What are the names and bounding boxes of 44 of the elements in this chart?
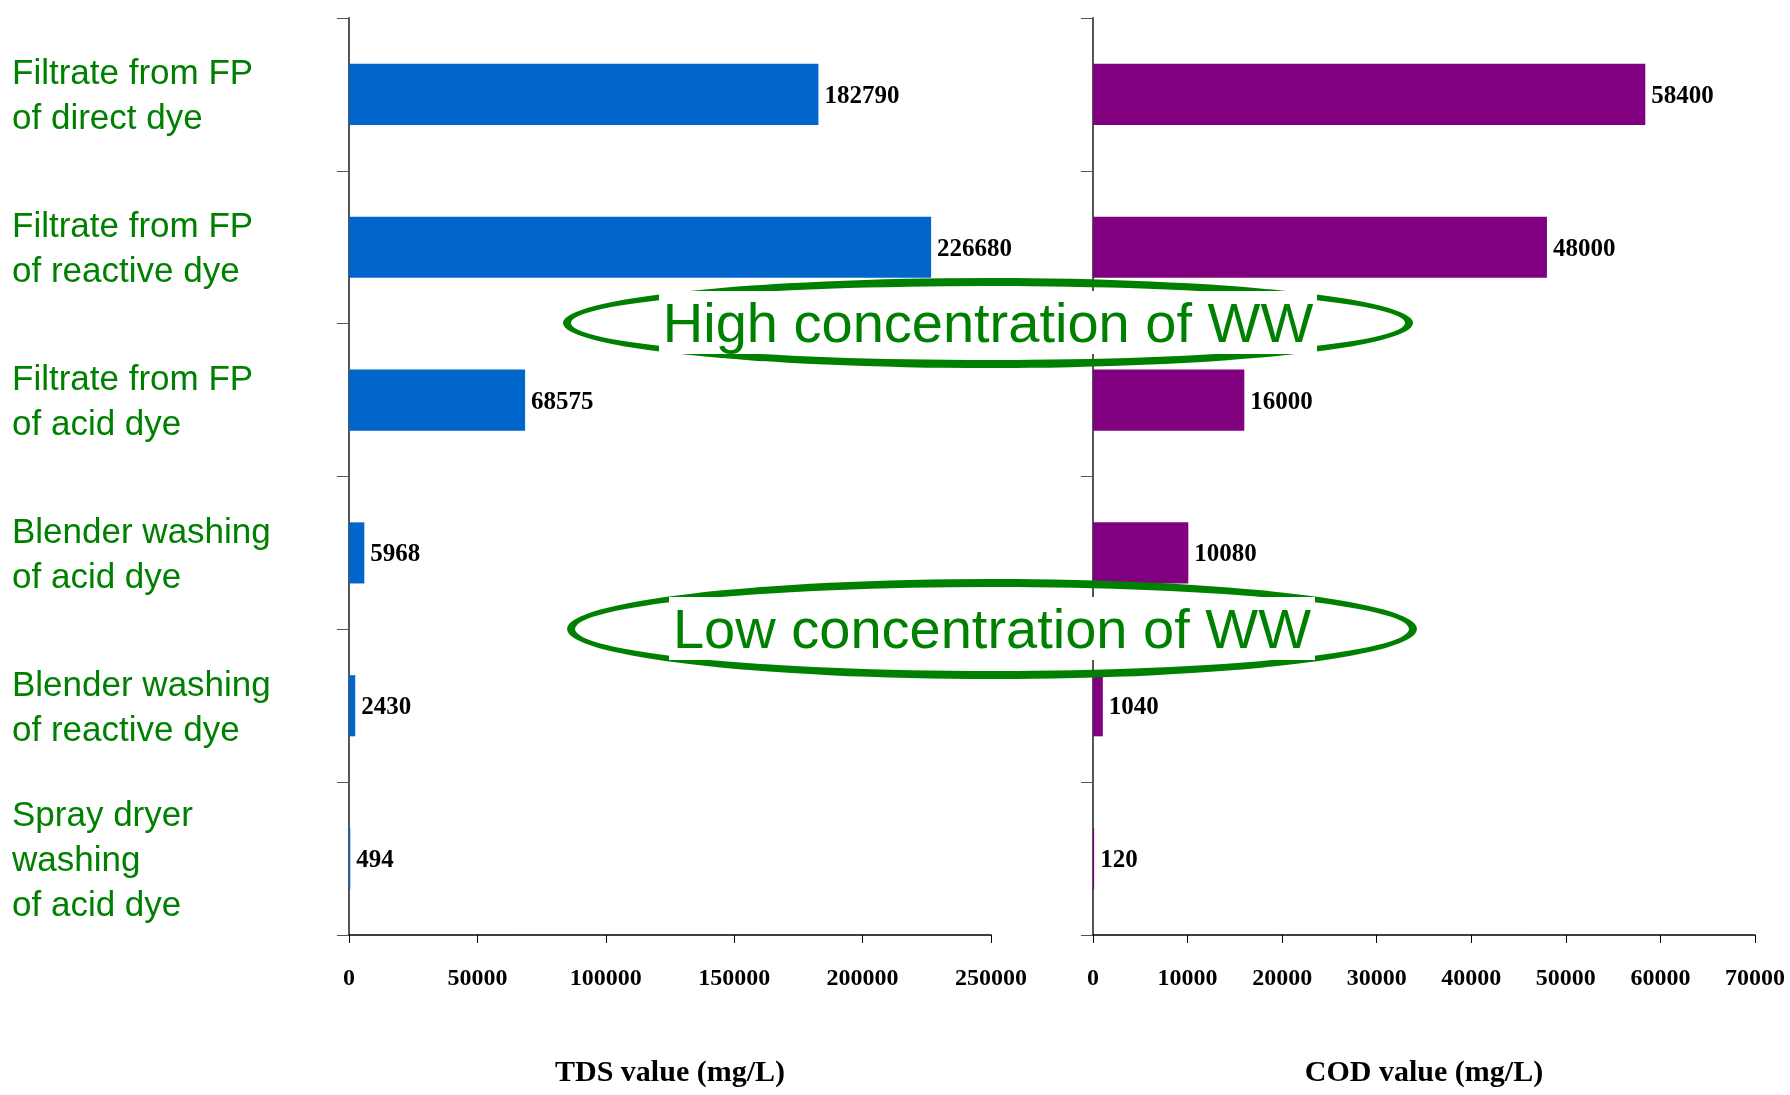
x-tick-label: 50000: [1535, 964, 1596, 990]
x-tick-label: 70000: [1725, 964, 1785, 990]
data-label: 120: [1100, 845, 1138, 873]
bar: [349, 63, 819, 125]
annotation: Low concentration of WW: [668, 597, 1316, 660]
y-tick-label: Filtrate from FP of direct dye: [12, 52, 254, 137]
x-axis-title: COD value (mg/L): [1304, 1053, 1544, 1088]
annotation: High concentration of WW: [658, 291, 1318, 354]
bar: [349, 675, 356, 737]
data-label: 10080: [1194, 539, 1257, 567]
x-tick-label: 10000: [1157, 964, 1218, 990]
x-tick-label: 150000: [698, 964, 771, 990]
data-label: 226680: [937, 233, 1013, 261]
data-label: 494: [356, 845, 395, 873]
x-tick-label: 0: [1087, 964, 1099, 990]
y-tick-label: Filtrate from FP of reactive dye: [12, 205, 254, 290]
x-tick-label: 0: [343, 964, 355, 990]
data-label: 58400: [1651, 80, 1714, 108]
y-tick-label: Filtrate from FP of acid dye: [12, 358, 254, 443]
x-tick-label: 50000: [447, 964, 508, 990]
data-label: 5968: [370, 539, 421, 567]
x-tick-label: 40000: [1441, 964, 1502, 990]
x-tick-label: 60000: [1630, 964, 1691, 990]
bar: [1093, 369, 1245, 431]
y-tick-label: Spray dryer washing of acid dye: [11, 794, 194, 924]
bar: [1093, 63, 1646, 125]
x-tick-label: 30000: [1346, 964, 1407, 990]
data-label: 1040: [1108, 692, 1159, 720]
data-label: 16000: [1250, 386, 1313, 414]
data-label: 2430: [361, 692, 412, 720]
x-tick-label: 200000: [826, 964, 899, 990]
x-axis-title: TDS value (mg/L): [554, 1053, 786, 1088]
x-tick-label: 20000: [1252, 964, 1313, 990]
bar: [349, 522, 365, 584]
y-tick-label: Blender washing of acid dye: [12, 510, 271, 595]
y-tick-label: Blender washing of reactive dye: [12, 663, 271, 748]
x-tick-label: 250000: [955, 964, 1027, 990]
data-label: 68575: [531, 386, 594, 414]
x-tick-label: 100000: [569, 964, 642, 990]
bar: [349, 369, 526, 431]
data-label: 182790: [824, 80, 900, 108]
data-label: 48000: [1552, 233, 1616, 261]
bar: [1093, 675, 1103, 737]
bar: [1093, 522, 1189, 584]
